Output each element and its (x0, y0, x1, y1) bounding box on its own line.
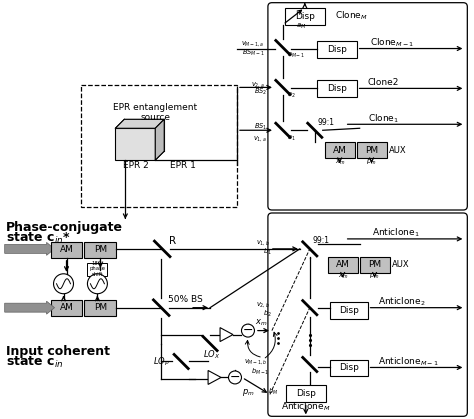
Text: AUX: AUX (389, 146, 406, 155)
FancyBboxPatch shape (268, 3, 467, 210)
Bar (360, 257, 390, 273)
Text: $b_1$: $b_1$ (263, 247, 272, 257)
Circle shape (241, 324, 255, 337)
Text: source: source (140, 113, 170, 122)
Text: R: R (169, 236, 176, 246)
Text: Clone$_1$: Clone$_1$ (368, 112, 399, 124)
Polygon shape (155, 119, 164, 160)
Text: $v_{2,a}$: $v_{2,a}$ (251, 80, 265, 89)
Text: $v_{2,b}$: $v_{2,b}$ (256, 300, 270, 309)
FancyBboxPatch shape (268, 213, 467, 416)
Text: $b_M$: $b_M$ (268, 387, 278, 398)
Text: $BS_{M-1}$: $BS_{M-1}$ (242, 47, 265, 58)
Text: Anticlone$_1$: Anticlone$_1$ (372, 227, 419, 239)
Text: 50% BS: 50% BS (168, 295, 203, 304)
Bar (356, 142, 387, 158)
Text: PM: PM (365, 146, 378, 155)
Text: $a_{M-1}$: $a_{M-1}$ (287, 51, 305, 60)
Bar (51, 242, 82, 258)
Bar (285, 8, 325, 25)
Text: $x_m$: $x_m$ (335, 158, 345, 167)
Bar (330, 360, 368, 376)
Text: Disp: Disp (327, 44, 346, 54)
Text: $x_m$: $x_m$ (337, 272, 348, 282)
Bar (325, 142, 355, 158)
Text: Anticlone$_2$: Anticlone$_2$ (378, 295, 425, 308)
Text: Phase-conjugate: Phase-conjugate (6, 221, 123, 235)
Text: Clone$_{M-1}$: Clone$_{M-1}$ (370, 36, 414, 49)
Text: Disp: Disp (339, 363, 359, 372)
Bar (115, 128, 155, 160)
Text: PM: PM (94, 246, 107, 254)
Text: 180°
phase
shift: 180° phase shift (90, 261, 105, 277)
Bar (87, 263, 108, 276)
Text: Disp: Disp (295, 12, 315, 21)
Text: 99:1: 99:1 (313, 236, 330, 246)
Text: $a_2$: $a_2$ (287, 91, 295, 100)
Bar (328, 257, 358, 273)
Text: $x_m$: $x_m$ (255, 317, 267, 328)
Text: state c$_{in}$: state c$_{in}$ (6, 355, 63, 370)
Text: $LO_P$: $LO_P$ (154, 355, 170, 368)
Bar (51, 300, 82, 316)
Text: $a_1$: $a_1$ (287, 134, 295, 143)
Text: $p_m$: $p_m$ (369, 272, 380, 282)
Text: AUX: AUX (392, 260, 409, 269)
Text: −: − (230, 371, 240, 384)
Text: state c$_{in}$*: state c$_{in}$* (6, 231, 71, 246)
Circle shape (228, 371, 241, 384)
Text: $a_M$: $a_M$ (296, 22, 306, 31)
Text: Input coherent: Input coherent (6, 345, 109, 358)
Bar (317, 41, 356, 57)
Polygon shape (208, 370, 221, 384)
Text: $b_2$: $b_2$ (263, 308, 272, 319)
Bar (84, 300, 116, 316)
FancyBboxPatch shape (82, 85, 237, 207)
Text: AM: AM (336, 260, 350, 269)
FancyArrow shape (5, 301, 55, 314)
Bar (317, 80, 356, 97)
Text: EPR entanglement: EPR entanglement (113, 103, 197, 112)
Text: Anticlone$_{M-1}$: Anticlone$_{M-1}$ (378, 355, 438, 368)
Polygon shape (220, 328, 233, 341)
Text: AM: AM (333, 146, 346, 155)
Bar (330, 302, 368, 318)
Circle shape (54, 274, 73, 294)
Text: $p_m$: $p_m$ (242, 387, 255, 398)
Text: $b_{M-1}$: $b_{M-1}$ (251, 366, 270, 377)
Text: $BS_2$: $BS_2$ (254, 87, 267, 98)
Text: $p_m$: $p_m$ (366, 158, 377, 167)
Text: $LO_X$: $LO_X$ (203, 348, 221, 361)
Text: PM: PM (368, 260, 381, 269)
Text: −: − (243, 324, 253, 337)
Bar (286, 385, 326, 402)
Text: Clone2: Clone2 (368, 78, 399, 87)
Text: Disp: Disp (327, 84, 346, 93)
Text: $v_{1,a}$: $v_{1,a}$ (253, 134, 267, 143)
Text: $v_{1,b}$: $v_{1,b}$ (256, 238, 270, 247)
Text: $v_{M-1,b}$: $v_{M-1,b}$ (244, 357, 268, 366)
Text: $v_{M-1,a}$: $v_{M-1,a}$ (241, 39, 265, 48)
Text: EPR 2: EPR 2 (122, 160, 148, 170)
Text: $BS_1$: $BS_1$ (254, 122, 267, 132)
Text: AM: AM (60, 246, 73, 254)
Text: Anticlone$_M$: Anticlone$_M$ (281, 400, 330, 413)
Bar (84, 242, 116, 258)
Text: EPR 1: EPR 1 (170, 160, 196, 170)
FancyArrow shape (5, 242, 55, 255)
Circle shape (87, 274, 108, 294)
Polygon shape (115, 119, 164, 128)
Text: 99:1: 99:1 (318, 118, 335, 127)
Text: AM: AM (60, 303, 73, 312)
Text: PM: PM (94, 303, 107, 312)
Text: Disp: Disp (339, 306, 359, 315)
Text: Disp: Disp (296, 389, 316, 398)
Text: Clone$_M$: Clone$_M$ (335, 9, 368, 22)
